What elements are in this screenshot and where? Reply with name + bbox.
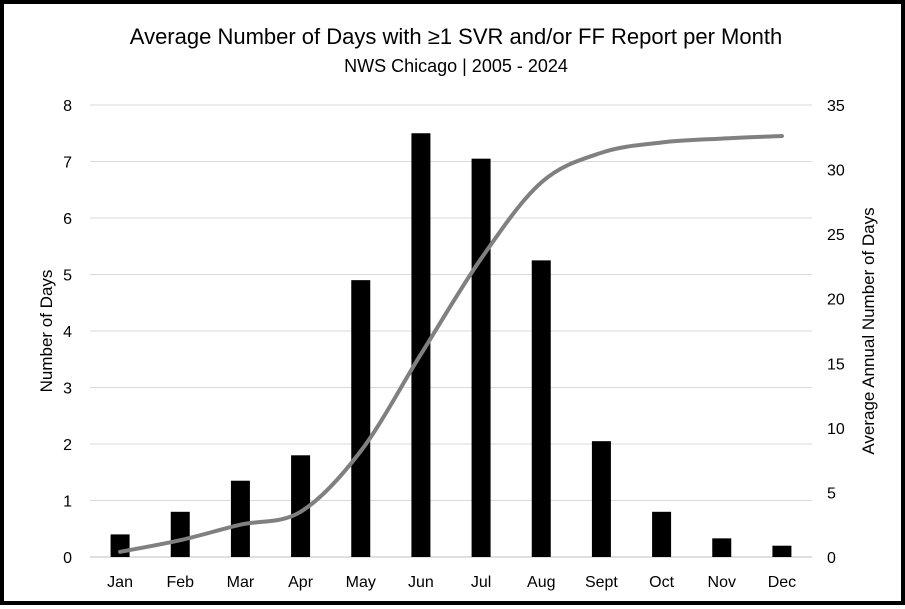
right-tick-label: 30 — [827, 163, 845, 180]
cumulative-line — [118, 133, 784, 554]
bar — [652, 511, 672, 557]
x-tick-label: Oct — [649, 574, 674, 591]
bar — [351, 280, 371, 557]
x-tick-label: Sept — [585, 574, 618, 591]
x-tick-label: Nov — [708, 574, 736, 591]
x-tick-label: Jan — [107, 574, 133, 591]
bar-series — [110, 133, 792, 558]
left-tick-label: 1 — [63, 494, 72, 511]
bar — [471, 158, 491, 558]
right-tick-label: 15 — [827, 356, 845, 373]
right-tick-label: 35 — [827, 98, 845, 115]
x-tick-label: Apr — [288, 574, 314, 591]
left-tick-label: 5 — [63, 268, 72, 285]
x-tick-label: Dec — [768, 574, 796, 591]
bar — [712, 538, 732, 557]
left-tick-label: 7 — [63, 155, 72, 172]
right-tick-label: 25 — [827, 227, 845, 244]
left-tick-label: 0 — [63, 550, 72, 567]
x-tick-label: Mar — [227, 574, 255, 591]
right-tick-label: 5 — [827, 485, 836, 502]
x-axis-ticks: Jan Feb Mar Apr May Jun Jul Aug Sept Oct Nov Dec — [107, 574, 796, 591]
right-axis-title: Average Annual Number of Days — [859, 207, 878, 454]
chart: Average Number of Days with ≥1 SVR and/o… — [37, 24, 878, 591]
bar — [411, 133, 431, 557]
left-tick-label: 2 — [63, 437, 72, 454]
left-tick-label: 6 — [63, 211, 72, 228]
bar — [291, 455, 311, 557]
gridlines — [90, 104, 812, 558]
bar — [591, 441, 611, 557]
right-tick-label: 0 — [827, 550, 836, 567]
x-tick-label: Feb — [166, 574, 194, 591]
left-axis-ticks: 0 1 2 3 4 5 6 7 8 — [63, 98, 72, 567]
x-tick-label: Aug — [527, 574, 555, 591]
left-tick-label: 4 — [63, 324, 72, 341]
x-tick-label: Jul — [471, 574, 491, 591]
right-tick-label: 20 — [827, 292, 845, 309]
bar — [170, 511, 190, 557]
bar — [230, 480, 250, 557]
chart-subtitle: NWS Chicago | 2005 - 2024 — [344, 56, 568, 76]
chart-title: Average Number of Days with ≥1 SVR and/o… — [130, 24, 782, 49]
bar — [772, 545, 792, 557]
bar — [531, 260, 551, 557]
x-tick-label: Jun — [408, 574, 434, 591]
left-axis-title: Number of Days — [37, 270, 56, 393]
left-tick-label: 8 — [63, 98, 72, 115]
line-series — [118, 133, 784, 554]
x-tick-label: May — [346, 574, 376, 591]
right-tick-label: 10 — [827, 421, 845, 438]
left-tick-label: 3 — [63, 381, 72, 398]
right-axis-ticks: 0 5 10 15 20 25 30 35 — [827, 98, 845, 567]
